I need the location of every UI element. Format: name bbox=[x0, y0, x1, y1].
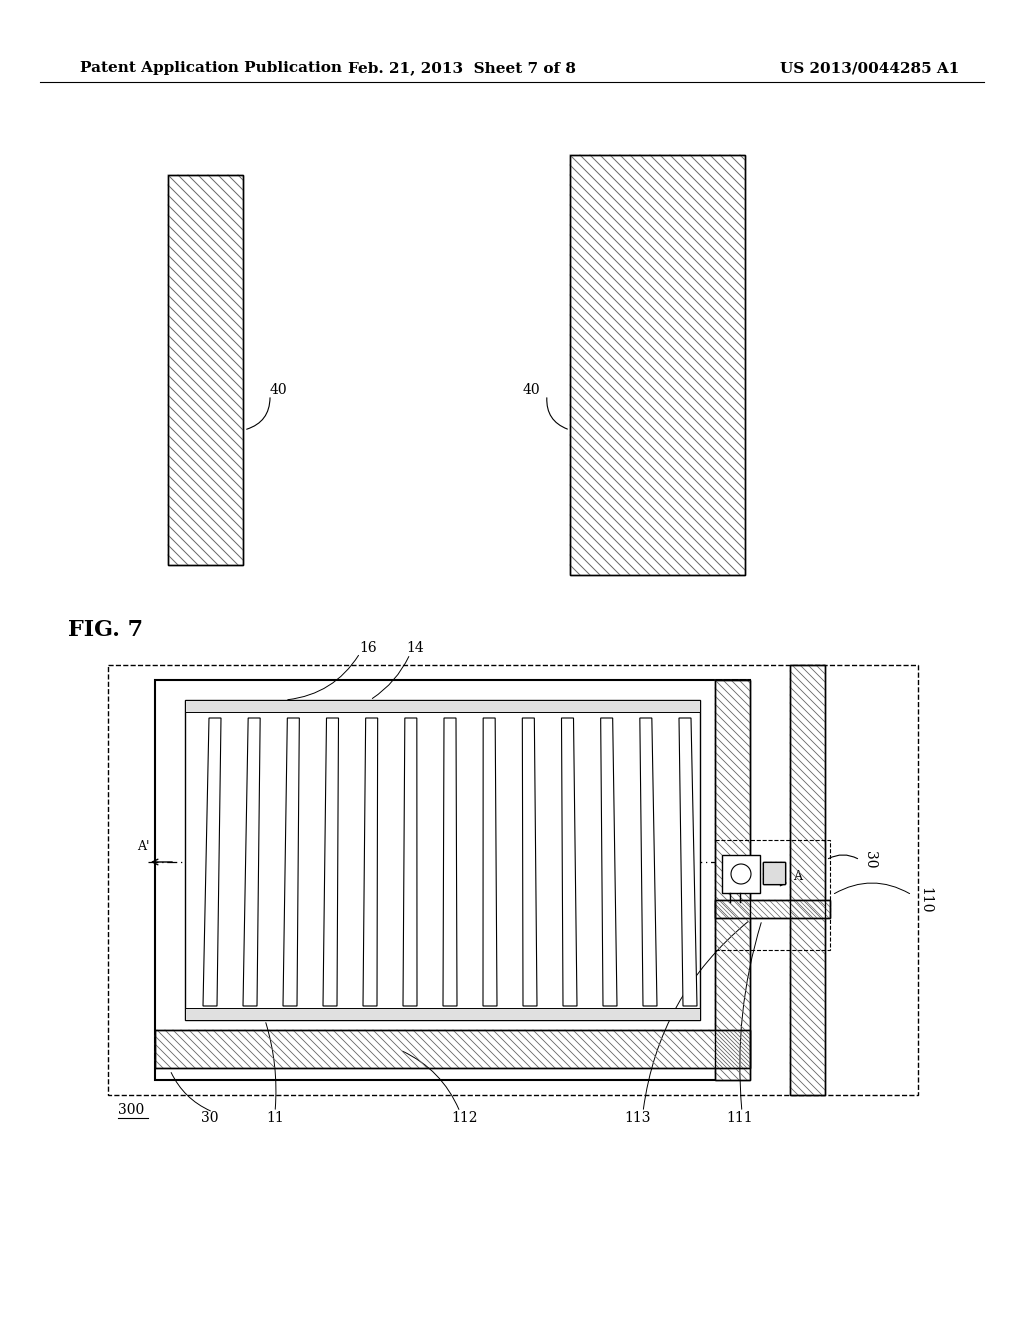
Text: FIG. 7: FIG. 7 bbox=[68, 619, 143, 642]
Text: 30: 30 bbox=[863, 851, 877, 869]
Bar bbox=[155, 1030, 750, 1068]
Bar bbox=[570, 154, 745, 576]
Bar bbox=[763, 862, 785, 884]
Bar bbox=[108, 665, 918, 1096]
Polygon shape bbox=[403, 718, 417, 1006]
Bar bbox=[185, 1008, 700, 1020]
Text: 14: 14 bbox=[407, 642, 424, 655]
Bar bbox=[155, 1030, 750, 1068]
Bar bbox=[168, 176, 243, 565]
Polygon shape bbox=[640, 718, 657, 1006]
Text: 112: 112 bbox=[452, 1111, 478, 1125]
Text: A': A' bbox=[137, 841, 150, 854]
Bar bbox=[185, 700, 700, 1020]
Bar bbox=[790, 665, 825, 1096]
Bar bbox=[155, 680, 750, 1080]
Polygon shape bbox=[601, 718, 617, 1006]
Polygon shape bbox=[561, 718, 577, 1006]
Bar bbox=[715, 680, 750, 1080]
Polygon shape bbox=[283, 718, 299, 1006]
Bar bbox=[185, 700, 700, 711]
Text: 40: 40 bbox=[522, 383, 540, 397]
Bar bbox=[715, 900, 830, 917]
Text: 16: 16 bbox=[359, 642, 377, 655]
Polygon shape bbox=[483, 718, 497, 1006]
Polygon shape bbox=[522, 718, 537, 1006]
Polygon shape bbox=[323, 718, 339, 1006]
Text: A: A bbox=[793, 870, 802, 883]
Text: Feb. 21, 2013  Sheet 7 of 8: Feb. 21, 2013 Sheet 7 of 8 bbox=[348, 61, 575, 75]
Polygon shape bbox=[243, 718, 260, 1006]
Polygon shape bbox=[203, 718, 221, 1006]
Polygon shape bbox=[679, 718, 697, 1006]
Text: 30: 30 bbox=[202, 1111, 219, 1125]
Bar bbox=[763, 862, 785, 884]
Bar bbox=[168, 176, 243, 565]
Bar bbox=[790, 665, 825, 1096]
Text: 110: 110 bbox=[918, 887, 932, 913]
Polygon shape bbox=[443, 718, 457, 1006]
Bar bbox=[715, 900, 830, 917]
Text: 300: 300 bbox=[118, 1104, 144, 1117]
Text: 40: 40 bbox=[270, 383, 288, 397]
Text: 11: 11 bbox=[266, 1111, 284, 1125]
Text: 111: 111 bbox=[727, 1111, 754, 1125]
Polygon shape bbox=[362, 718, 378, 1006]
Bar bbox=[763, 862, 785, 884]
Text: 113: 113 bbox=[625, 1111, 651, 1125]
Bar bbox=[570, 154, 745, 576]
Bar bbox=[715, 680, 750, 1080]
Bar bbox=[722, 855, 760, 894]
Bar bbox=[715, 840, 830, 950]
Text: Patent Application Publication: Patent Application Publication bbox=[80, 61, 342, 75]
Text: US 2013/0044285 A1: US 2013/0044285 A1 bbox=[780, 61, 959, 75]
